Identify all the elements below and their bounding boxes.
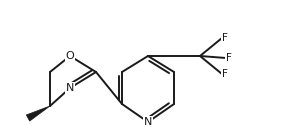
Text: N: N (144, 117, 152, 127)
Text: N: N (66, 83, 74, 93)
Text: F: F (222, 33, 228, 43)
Text: O: O (66, 51, 74, 61)
Text: F: F (226, 53, 232, 63)
Text: F: F (222, 69, 228, 79)
Polygon shape (26, 106, 50, 121)
